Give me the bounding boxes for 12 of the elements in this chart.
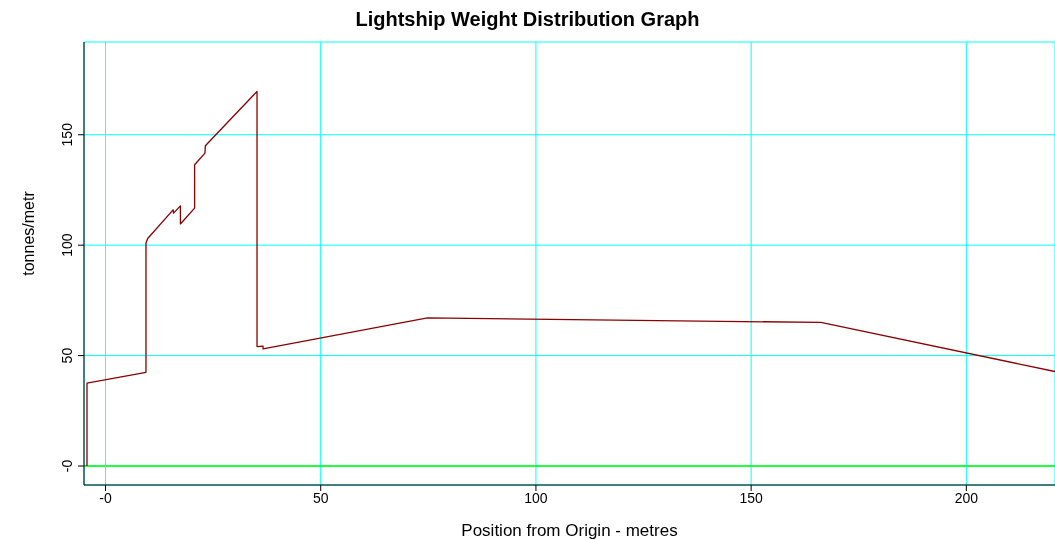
y-tick-label: -0 <box>59 459 75 473</box>
x-tick-label: 200 <box>954 489 979 506</box>
x-tick-label: 50 <box>312 489 329 506</box>
x-tick-label: 100 <box>524 489 548 506</box>
x-tick-label: 150 <box>739 489 764 506</box>
x-tick-label: -0 <box>99 489 112 506</box>
y-tick-label: 50 <box>59 347 75 364</box>
chart-title: Lightship Weight Distribution Graph <box>354 8 701 31</box>
y-tick-label: 100 <box>59 233 75 257</box>
y-axis-title: tonnes/metr <box>19 190 37 276</box>
x-axis-title: Position from Origin - metres <box>461 521 678 540</box>
y-tick-label: 150 <box>59 122 75 147</box>
